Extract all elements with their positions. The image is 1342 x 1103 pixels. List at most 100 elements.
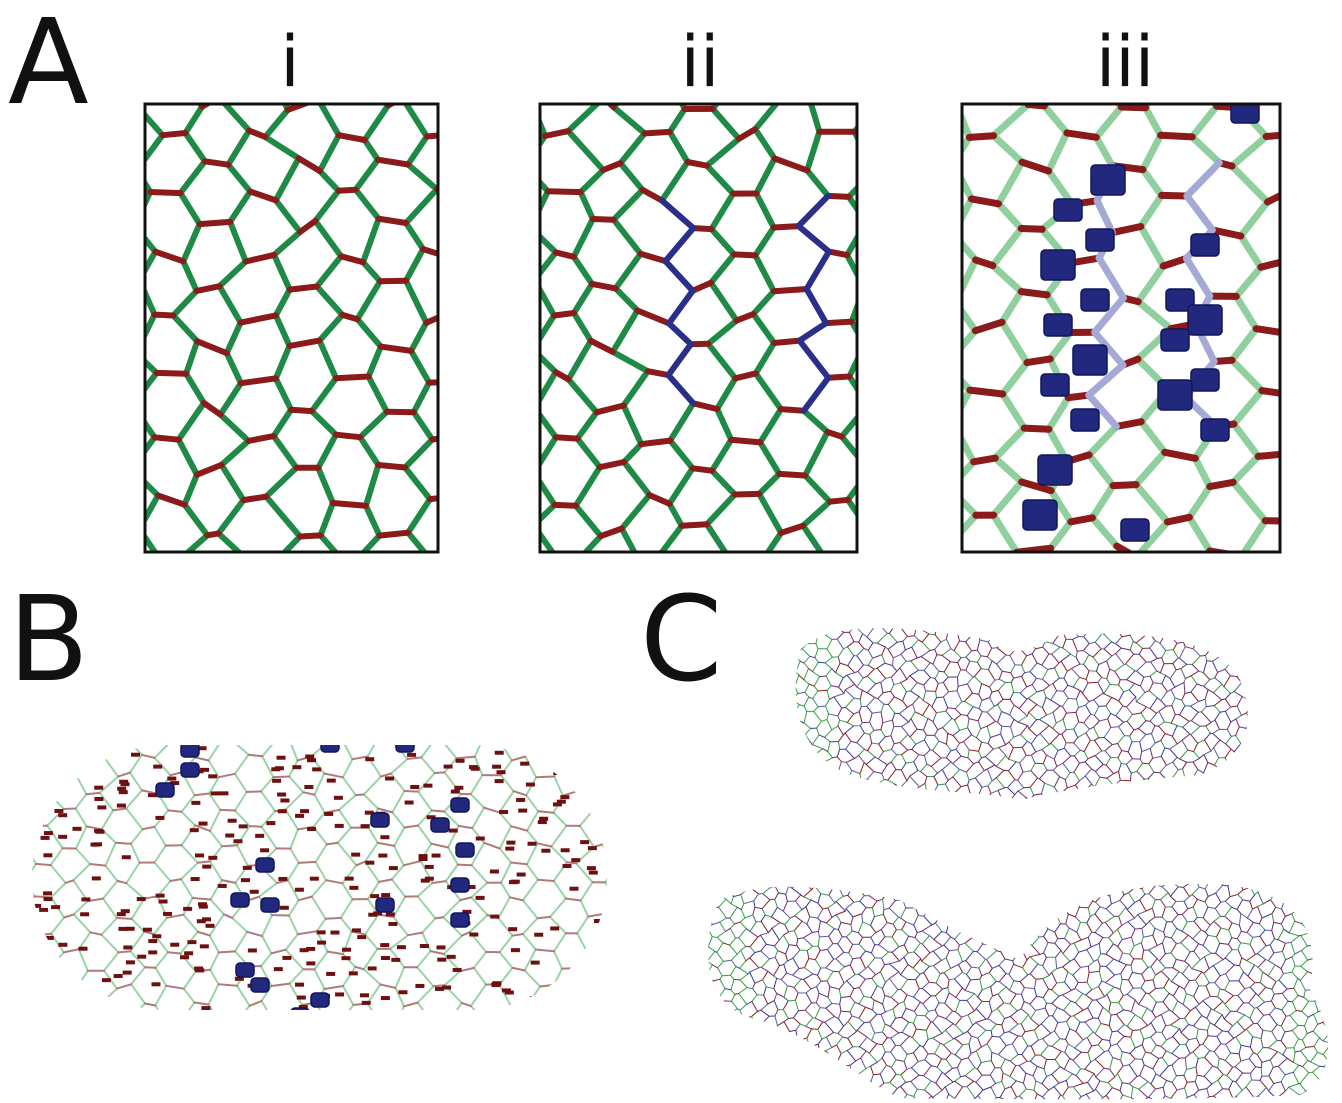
cylinder (1071, 409, 1099, 431)
connector (345, 877, 354, 881)
connector (495, 751, 504, 755)
mesh-edges (896, 67, 1314, 557)
connector (312, 767, 321, 771)
connector (208, 774, 217, 778)
connector (509, 880, 518, 884)
connector (352, 928, 361, 932)
connector (184, 951, 193, 955)
connector (587, 866, 596, 870)
connector (152, 934, 161, 938)
connector (385, 776, 394, 780)
connector (167, 777, 176, 781)
connector (94, 797, 103, 801)
connector (447, 955, 456, 959)
mesh-i (81, 67, 482, 565)
connector (76, 1006, 85, 1010)
connector (43, 853, 52, 857)
connector (250, 890, 259, 894)
connector (44, 831, 53, 835)
mesh-c-top (769, 610, 1265, 816)
connector (585, 769, 594, 773)
connector (554, 999, 563, 1003)
connector (228, 819, 237, 823)
connector (195, 968, 204, 972)
connector (397, 945, 406, 949)
connector (277, 756, 286, 760)
mesh-iii (896, 67, 1314, 557)
connector (92, 876, 101, 880)
connector (560, 795, 569, 799)
connector (410, 785, 419, 789)
connector (58, 813, 67, 817)
connector (72, 827, 81, 831)
connector (381, 893, 390, 897)
connector (190, 828, 199, 832)
connector (282, 956, 291, 960)
connector (342, 948, 351, 952)
connector (58, 943, 67, 947)
connector (425, 865, 434, 869)
cylinder (181, 763, 199, 777)
connector (118, 927, 127, 931)
mesh-edges (769, 611, 833, 816)
connector (274, 967, 283, 971)
connector (365, 757, 374, 761)
connector (335, 824, 344, 828)
connector (435, 987, 444, 991)
connector (248, 948, 257, 952)
cylinder (261, 898, 279, 912)
connector (300, 809, 309, 813)
connector (163, 912, 172, 916)
connector (569, 887, 578, 891)
connector (362, 1001, 371, 1005)
connector (305, 755, 314, 759)
connector (324, 812, 333, 816)
connector (538, 820, 547, 824)
connector (32, 904, 41, 908)
connector (152, 982, 161, 986)
connector (239, 824, 248, 828)
connector (201, 1006, 210, 1010)
cylinder (1121, 519, 1149, 541)
connector (117, 804, 126, 808)
connector (580, 840, 589, 844)
connector (159, 899, 168, 903)
connector (37, 950, 46, 954)
connector (233, 839, 242, 843)
connector (595, 987, 604, 991)
cylinder (1158, 380, 1192, 410)
connector (278, 809, 287, 813)
connector (306, 961, 315, 965)
connector (155, 816, 164, 820)
connector (280, 906, 289, 910)
connector (380, 835, 389, 839)
connector (563, 864, 572, 868)
connector (451, 790, 460, 794)
connector (70, 752, 79, 756)
connector (153, 765, 162, 769)
cylinder (1201, 419, 1229, 441)
connector (526, 783, 535, 787)
connector (119, 780, 128, 784)
cylinder (311, 993, 329, 1007)
connector (93, 842, 102, 846)
connector (436, 945, 445, 949)
connector (492, 765, 501, 769)
cylinder (236, 963, 254, 977)
connector (131, 753, 140, 757)
connector (45, 936, 54, 940)
connector (330, 931, 339, 935)
connector (571, 858, 580, 862)
connector (368, 966, 377, 970)
connector (271, 767, 280, 771)
connector (594, 794, 603, 798)
connector (37, 793, 46, 797)
connector (423, 784, 432, 788)
connector (225, 834, 234, 838)
connector (307, 758, 316, 762)
connector (341, 956, 350, 960)
connector (518, 809, 527, 813)
connector (381, 956, 390, 960)
subpanel-label: ii (681, 21, 720, 103)
connector (506, 841, 515, 845)
